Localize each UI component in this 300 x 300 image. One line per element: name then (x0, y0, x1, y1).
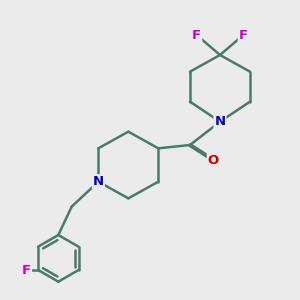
Text: N: N (214, 115, 226, 128)
Text: F: F (22, 263, 31, 277)
Text: O: O (208, 154, 219, 166)
Text: F: F (192, 28, 201, 41)
Text: F: F (239, 28, 248, 41)
Text: N: N (93, 175, 104, 188)
